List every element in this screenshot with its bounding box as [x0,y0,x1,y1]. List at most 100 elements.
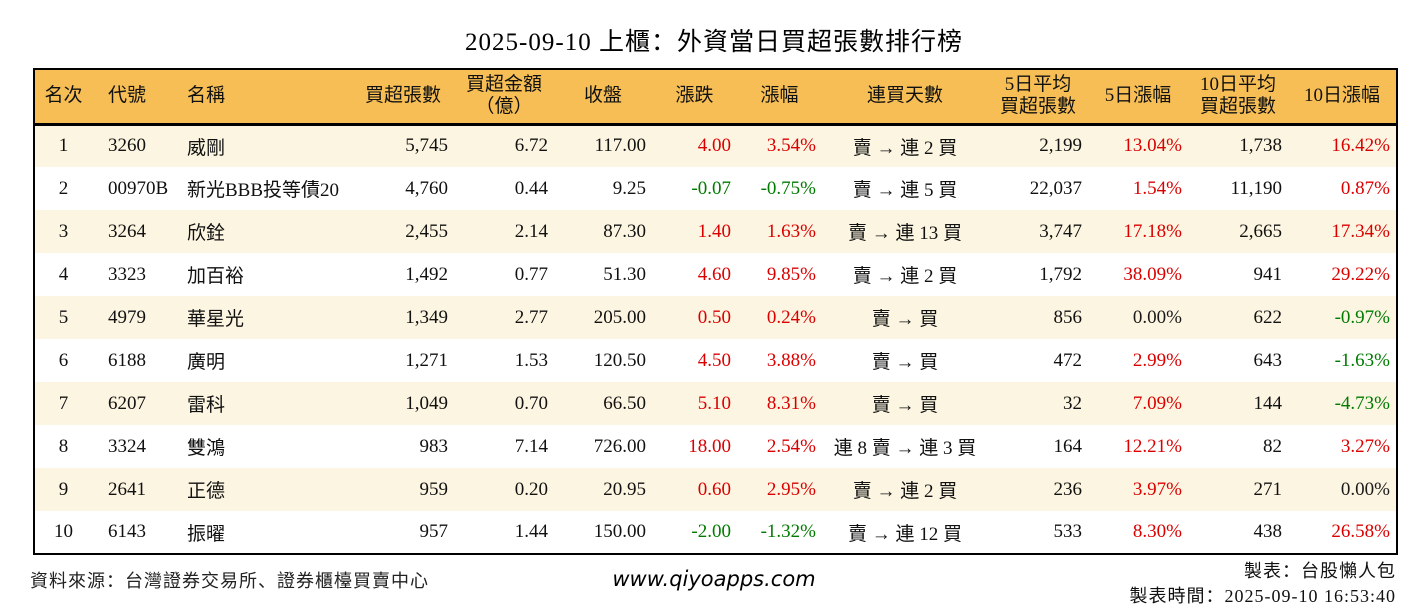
cell-rank: 8 [58,435,69,457]
cell-pct10: 3.27% [1340,435,1390,457]
cell-code: 6188 [108,349,146,371]
cell-avg5: 32 [1063,392,1082,414]
cell-change_pct: 8.31% [766,392,816,414]
cell-change_pct: -1.32% [760,521,816,542]
cell-change_pct: 3.88% [766,349,816,371]
table-body: 1 3260 威剛 5,745 6.72 117.00 4.00 3.54% 賣 → 連 2 買… [34,124,1397,554]
cell-avg5: 856 [1053,306,1083,328]
cell-change_pct: 1.63% [766,220,816,242]
cell-close: 117.00 [594,135,646,157]
cell-change_pct: 2.54% [766,435,816,457]
table-row: 5 4979 華星光 1,349 2.77 205.00 0.50 0.24% 賣 → 買 856… [34,296,1397,339]
col-header-pct5: 5日漲幅 [1088,69,1188,126]
table-header: 名次 代號 名稱 買超張數 買超金額 （億） 收盤 漲跌 漲幅 連買天數 5日平均 買超張數 5日漲… [34,69,1397,126]
col-header-avg10: 10日平均 買超張數 [1188,69,1288,126]
table-row: 10 6143 振曜 957 1.44 150.00 -2.00 -1.32% 賣 → 連 12… [34,511,1397,554]
cell-buy_amt: 6.72 [514,135,548,157]
cell-buy_amt: 1.53 [514,349,548,371]
cell-streak: 賣 → 連 2 買 [852,266,958,287]
cell-name: 廣明 [187,352,226,373]
cell-pct5: 3.97% [1132,478,1182,500]
cell-close: 51.30 [603,263,646,285]
col-header-pct10: 10日漲幅 [1288,69,1397,126]
cell-close: 205.00 [593,306,646,328]
cell-rank: 1 [58,135,69,157]
cell-name: 新光BBB投等債20 [187,180,340,201]
cell-code: 3323 [108,263,146,285]
cell-name: 正德 [187,481,226,502]
credits-block: 製表：台股懶人包 製表時間：2025-09-10 16:53:40 [1130,559,1397,609]
cell-buy_amt: 7.14 [514,435,548,457]
cell-streak: 賣 → 連 12 買 [847,523,962,545]
cell-rank: 3 [58,220,69,242]
cell-pct10: 0.87% [1340,177,1390,199]
cell-avg5: 1,792 [1039,263,1082,285]
cell-code: 2641 [108,478,146,500]
cell-name: 加百裕 [187,266,245,287]
cell-pct5: 0.00% [1132,306,1182,328]
cell-buy_amt: 1.44 [514,521,548,542]
data-source-note: 資料來源：台灣證券交易所、證券櫃檯買賣中心 [30,571,429,591]
cell-name: 振曜 [187,523,226,545]
cell-pct5: 7.09% [1132,392,1182,414]
cell-change_pct: 9.85% [766,263,816,285]
cell-buy_vol: 957 [419,521,449,542]
cell-code: 6143 [108,521,146,542]
cell-streak: 賣 → 買 [871,352,939,373]
cell-change_pct: -0.75% [760,177,816,199]
col-header-buy_vol: 買超張數 [352,69,454,126]
cell-change: -2.00 [691,521,731,542]
cell-buy_amt: 0.77 [514,263,548,285]
cell-avg10: 11,190 [1230,177,1282,199]
cell-change: 4.60 [697,263,731,285]
cell-rank: 10 [54,521,73,542]
cell-streak: 賣 → 連 13 買 [847,223,962,244]
cell-rank: 2 [58,177,69,199]
cell-buy_vol: 1,271 [405,349,448,371]
cell-change: 4.50 [697,349,731,371]
cell-avg10: 622 [1253,306,1283,328]
cell-avg5: 164 [1053,435,1083,457]
cell-pct10: 29.22% [1331,263,1390,285]
cell-buy_vol: 1,049 [405,392,448,414]
cell-close: 87.30 [603,220,646,242]
col-header-close: 收盤 [554,69,652,126]
cell-avg5: 2,199 [1039,135,1082,157]
cell-pct10: 16.42% [1331,135,1390,157]
website-url: www.qiyoapps.com [612,567,816,591]
cell-pct10: -4.73% [1334,392,1390,414]
col-header-buy_amt: 買超金額 （億） [454,69,554,126]
cell-avg10: 144 [1253,392,1283,414]
cell-rank: 9 [58,478,69,500]
cell-name: 華星光 [187,309,245,330]
cell-avg10: 941 [1253,263,1283,285]
cell-rank: 5 [58,306,69,328]
table-row: 6 6188 廣明 1,271 1.53 120.50 4.50 3.88% 賣 → 買 472 2… [34,339,1397,382]
cell-name: 欣銓 [187,223,226,244]
cell-avg5: 533 [1053,521,1083,542]
cell-buy_amt: 0.20 [514,478,548,500]
cell-pct5: 17.18% [1123,220,1182,242]
cell-pct5: 13.04% [1123,135,1182,157]
cell-streak: 賣 → 連 2 買 [852,137,958,159]
cell-rank: 4 [58,263,69,285]
cell-avg5: 3,747 [1039,220,1082,242]
header-row: 名次 代號 名稱 買超張數 買超金額 （億） 收盤 漲跌 漲幅 連買天數 5日平均 買超張數 5日漲… [34,69,1397,126]
cell-change: 18.00 [688,435,731,457]
cell-streak: 連 8 賣 → 連 3 買 [833,438,977,459]
cell-pct5: 38.09% [1123,263,1182,285]
col-header-avg5: 5日平均 買超張數 [988,69,1088,126]
cell-code: 00970B [108,177,169,199]
cell-rank: 6 [58,349,69,371]
cell-buy_vol: 2,455 [405,220,448,242]
cell-streak: 賣 → 買 [871,395,939,416]
timestamp-note: 製表時間：2025-09-10 16:53:40 [1129,586,1396,606]
cell-buy_amt: 0.70 [514,392,548,414]
cell-code: 4979 [108,306,146,328]
table-row: 9 2641 正德 959 0.20 20.95 0.60 2.95% 賣 → 連 2 買 236… [34,468,1397,511]
cell-pct10: 17.34% [1331,220,1390,242]
cell-buy_vol: 1,492 [405,263,448,285]
cell-pct5: 8.30% [1132,521,1182,542]
cell-code: 3324 [108,435,146,457]
cell-rank: 7 [58,392,69,414]
